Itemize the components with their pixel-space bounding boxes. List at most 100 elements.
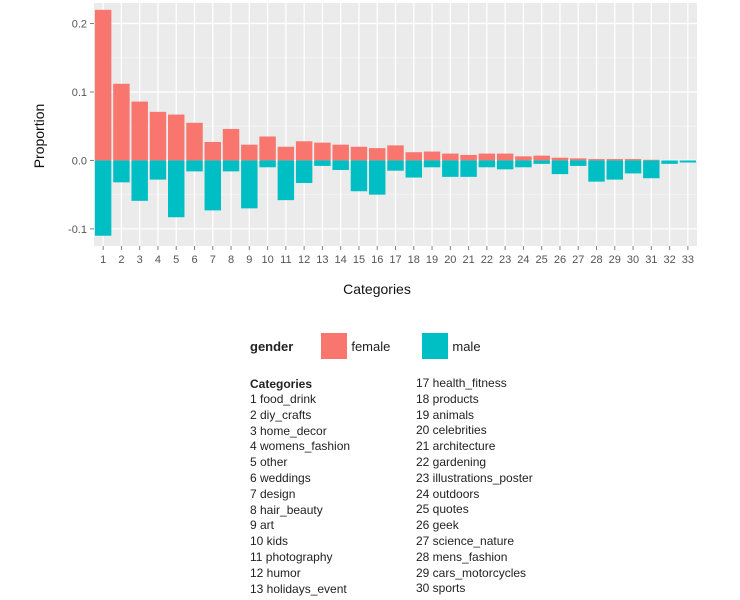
category-key-item: 29 cars_motorcycles (416, 565, 527, 580)
x-tick-label: 22 (481, 254, 493, 266)
legend-label-male: male (452, 338, 481, 354)
bar-male-20 (442, 160, 459, 177)
legend-label-female: female (351, 338, 391, 354)
bar-male-32 (661, 160, 678, 164)
bar-male-3 (131, 160, 148, 201)
bar-female-25 (533, 155, 550, 161)
x-tick-label: 4 (155, 254, 161, 266)
bar-male-11 (277, 160, 295, 201)
legend-item-female: female (321, 333, 390, 359)
x-tick-label: 7 (210, 254, 216, 266)
x-tick-label: 21 (462, 254, 474, 266)
bar-male-28 (588, 160, 605, 182)
x-tick-label: 6 (191, 254, 197, 266)
bar-female-4 (149, 111, 167, 161)
bar-female-19 (423, 151, 441, 161)
y-axis-ticks: 0.2 0.1 0.0 -0.1 (68, 19, 94, 236)
bar-female-30 (624, 159, 642, 161)
category-key-item: 7 design (250, 486, 296, 501)
category-key-item: 2 diy_crafts (250, 407, 312, 422)
x-tick-label: 12 (298, 254, 310, 266)
bar-male-24 (515, 160, 532, 168)
bar-female-24 (515, 156, 532, 161)
category-key-item: 28 mens_fashion (416, 549, 508, 564)
bar-male-2 (113, 160, 130, 183)
bar-male-17 (387, 160, 404, 171)
bar-male-9 (241, 160, 258, 209)
x-tick-label: 13 (316, 254, 328, 266)
bar-female-7 (204, 141, 221, 161)
x-tick-label: 30 (627, 254, 639, 266)
category-key-item: 17 health_fitness (416, 376, 507, 390)
bar-male-25 (533, 160, 550, 164)
bar-male-1 (94, 160, 112, 236)
category-key-item: 8 hair_beauty (250, 502, 323, 517)
category-key-item: 19 animals (416, 407, 475, 422)
x-tick-label: 1 (100, 254, 106, 266)
x-tick-label: 9 (246, 254, 252, 266)
x-tick-label: 25 (536, 254, 548, 266)
category-key-item: 3 home_decor (250, 423, 327, 438)
category-key-item: 11 photography (250, 549, 333, 564)
category-key-item: 12 humor (250, 565, 301, 580)
bar-female-12 (295, 141, 313, 161)
x-tick-label: 16 (371, 254, 383, 266)
x-tick-label: 31 (645, 254, 657, 266)
x-tick-label: 8 (228, 254, 234, 266)
x-axis-ticks: 1 2 3 4 5 6 7 8 9 10 11 12 13 14 15 16 17 18 19 20 21 22 23 24 2… (100, 246, 694, 266)
category-key-item: 22 gardening (416, 454, 487, 469)
legend-title: gender (250, 338, 294, 354)
category-key-item: 13 holidays_event (250, 581, 347, 596)
bar-male-27 (570, 160, 587, 166)
bar-female-21 (460, 154, 477, 161)
bar-female-17 (387, 145, 404, 161)
category-key-heading: Categories (250, 377, 313, 391)
bar-male-5 (168, 160, 185, 218)
y-axis-title: Proportion (31, 104, 47, 169)
x-tick-label: 32 (663, 254, 675, 266)
bar-female-13 (314, 142, 331, 161)
x-tick-label: 19 (426, 254, 438, 266)
bar-female-23 (496, 153, 514, 161)
category-key-item: 24 outdoors (416, 486, 480, 501)
bar-male-4 (149, 160, 167, 180)
bar-male-10 (259, 160, 276, 168)
bar-female-15 (350, 146, 368, 161)
category-key-item: 27 science_nature (416, 533, 515, 548)
category-key-item: 5 other (250, 455, 288, 470)
category-key-item: 1 food_drink (250, 392, 317, 406)
x-tick-label: 14 (335, 254, 347, 266)
bar-male-26 (551, 160, 569, 175)
x-tick-label: 20 (444, 254, 456, 266)
category-key-item: 10 kids (250, 534, 289, 549)
chart: 0.20.10.0-0.1 1 2 3 4 5 6 7 8 9 10 11 12 13 14 15 16 17 1… (31, 3, 697, 297)
x-tick-label: 5 (173, 254, 179, 266)
x-tick-label: 26 (554, 254, 566, 266)
bars (94, 9, 697, 236)
bar-male-18 (405, 160, 422, 178)
bar-female-26 (551, 157, 569, 161)
bar-female-22 (478, 153, 496, 161)
bar-male-22 (478, 160, 496, 168)
x-tick-label: 28 (590, 254, 602, 266)
bar-female-18 (405, 152, 422, 161)
y-tick-label: 0.2 (72, 19, 87, 31)
x-tick-label: 27 (572, 254, 584, 266)
y-tick-label: 0.1 (72, 87, 87, 99)
x-tick-label: 11 (280, 254, 291, 266)
bar-female-3 (131, 101, 148, 161)
x-tick-label: 23 (499, 254, 511, 266)
category-key-item: 25 quotes (416, 502, 469, 517)
bar-female-5 (168, 114, 185, 161)
legend-swatch-male (422, 333, 449, 359)
x-tick-label: 15 (353, 254, 365, 266)
y-tick-label: 0.0 (72, 155, 87, 167)
category-key-item: 23 illustrations_poster (416, 470, 533, 485)
bar-male-13 (314, 160, 331, 166)
x-tick-label: 33 (682, 254, 694, 266)
bar-female-20 (442, 153, 459, 161)
x-tick-label: 18 (408, 254, 420, 266)
legend: gender female male (250, 333, 513, 359)
bar-female-9 (241, 144, 258, 161)
category-key-item: 18 products (416, 391, 479, 406)
